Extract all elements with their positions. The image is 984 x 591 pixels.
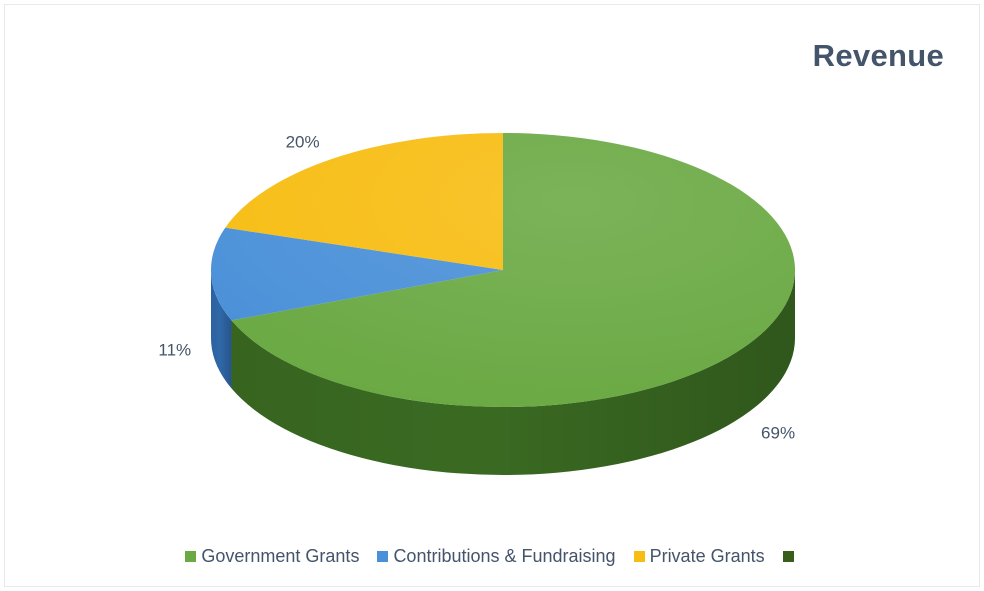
legend-swatch	[782, 551, 794, 562]
legend-label: Private Grants	[649, 546, 765, 566]
pie-tops	[211, 133, 796, 408]
legend-item-2[interactable]: Private Grants	[633, 546, 765, 567]
pie-side-shade-1	[211, 270, 232, 389]
legend-swatch	[377, 551, 389, 562]
legend-label: Government Grants	[201, 546, 360, 566]
data-label-1: 11%	[158, 340, 191, 359]
legend-item-3[interactable]	[782, 551, 799, 562]
data-labels: 69% 11% 20%	[158, 132, 795, 442]
chart-title: Revenue	[812, 38, 944, 73]
legend-swatch	[185, 551, 197, 562]
legend-label: Contributions & Fundraising	[393, 546, 616, 566]
data-label-2: 20%	[286, 132, 320, 151]
legend-item-0[interactable]: Government Grants	[185, 546, 359, 567]
pie-top-shine	[211, 133, 795, 407]
pie-side-shade-0	[231, 270, 795, 475]
legend: Government Grants Contributions & Fundrai…	[0, 546, 984, 567]
legend-item-1[interactable]: Contributions & Fundraising	[377, 546, 616, 567]
legend-swatch	[633, 551, 645, 562]
data-label-0: 69%	[761, 424, 795, 443]
pie-sides	[211, 270, 795, 475]
